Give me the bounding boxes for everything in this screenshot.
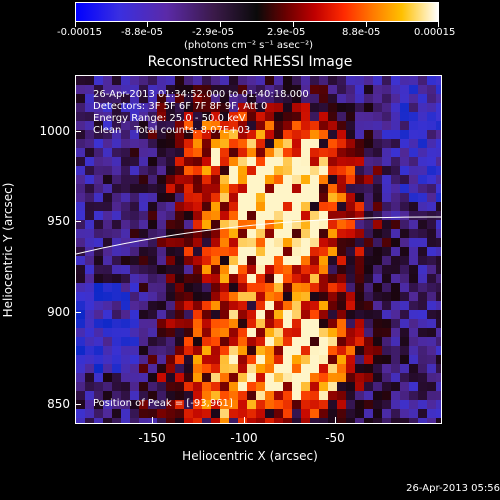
x-tick	[335, 417, 336, 423]
x-tick-label: -50	[325, 431, 345, 445]
peak-position-text: Position of Peak = [-93,961]	[93, 398, 233, 409]
colorbar-units: (photons cm⁻² s⁻¹ asec⁻²)	[184, 40, 314, 51]
y-tick-label: 950	[47, 214, 70, 228]
y-tick-label: 850	[47, 397, 70, 411]
colorbar-tick-label: -2.9e-05	[192, 27, 234, 38]
y-tick-label: 1000	[39, 124, 70, 138]
y-tick	[75, 404, 81, 405]
y-tick-label: 900	[47, 305, 70, 319]
time-range-text: 26-Apr-2013 01:34:52.000 to 01:40:18.000	[93, 89, 309, 100]
colorbar-tick-label: 8.8e-05	[342, 27, 381, 38]
y-tick	[75, 131, 81, 132]
x-tick-label: -100	[230, 431, 258, 445]
solar-limb-line	[76, 216, 441, 255]
colorbar-tick-label: 0.00015	[414, 27, 456, 38]
x-tick	[152, 417, 153, 423]
colorbar	[75, 2, 439, 22]
detectors-text: Detectors: 3F 5F 6F 7F 8F 9F, Att 0	[93, 101, 268, 112]
colorbar-ticks	[75, 22, 439, 28]
clean-counts-text: Clean Total counts: 8.07E+03	[93, 125, 251, 136]
energy-range-text: Energy Range: 25.0 - 50.0 keV	[93, 113, 246, 124]
rhessi-image	[75, 75, 442, 424]
generation-timestamp: 26-Apr-2013 05:56	[406, 483, 500, 494]
y-axis-label: Heliocentric Y (arcsec)	[1, 182, 15, 318]
heatmap-canvas	[76, 76, 441, 423]
x-tick-label: -150	[138, 431, 166, 445]
y-tick	[75, 312, 81, 313]
x-axis-label: Heliocentric X (arcsec)	[182, 449, 318, 463]
colorbar-tick-label: -0.00015	[57, 27, 102, 38]
colorbar-tick-label: 2.9e-05	[267, 27, 306, 38]
image-title: Reconstructed RHESSI Image	[147, 54, 353, 70]
colorbar-tick-label: -8.8e-05	[121, 27, 163, 38]
x-tick	[244, 417, 245, 423]
y-tick	[75, 221, 81, 222]
